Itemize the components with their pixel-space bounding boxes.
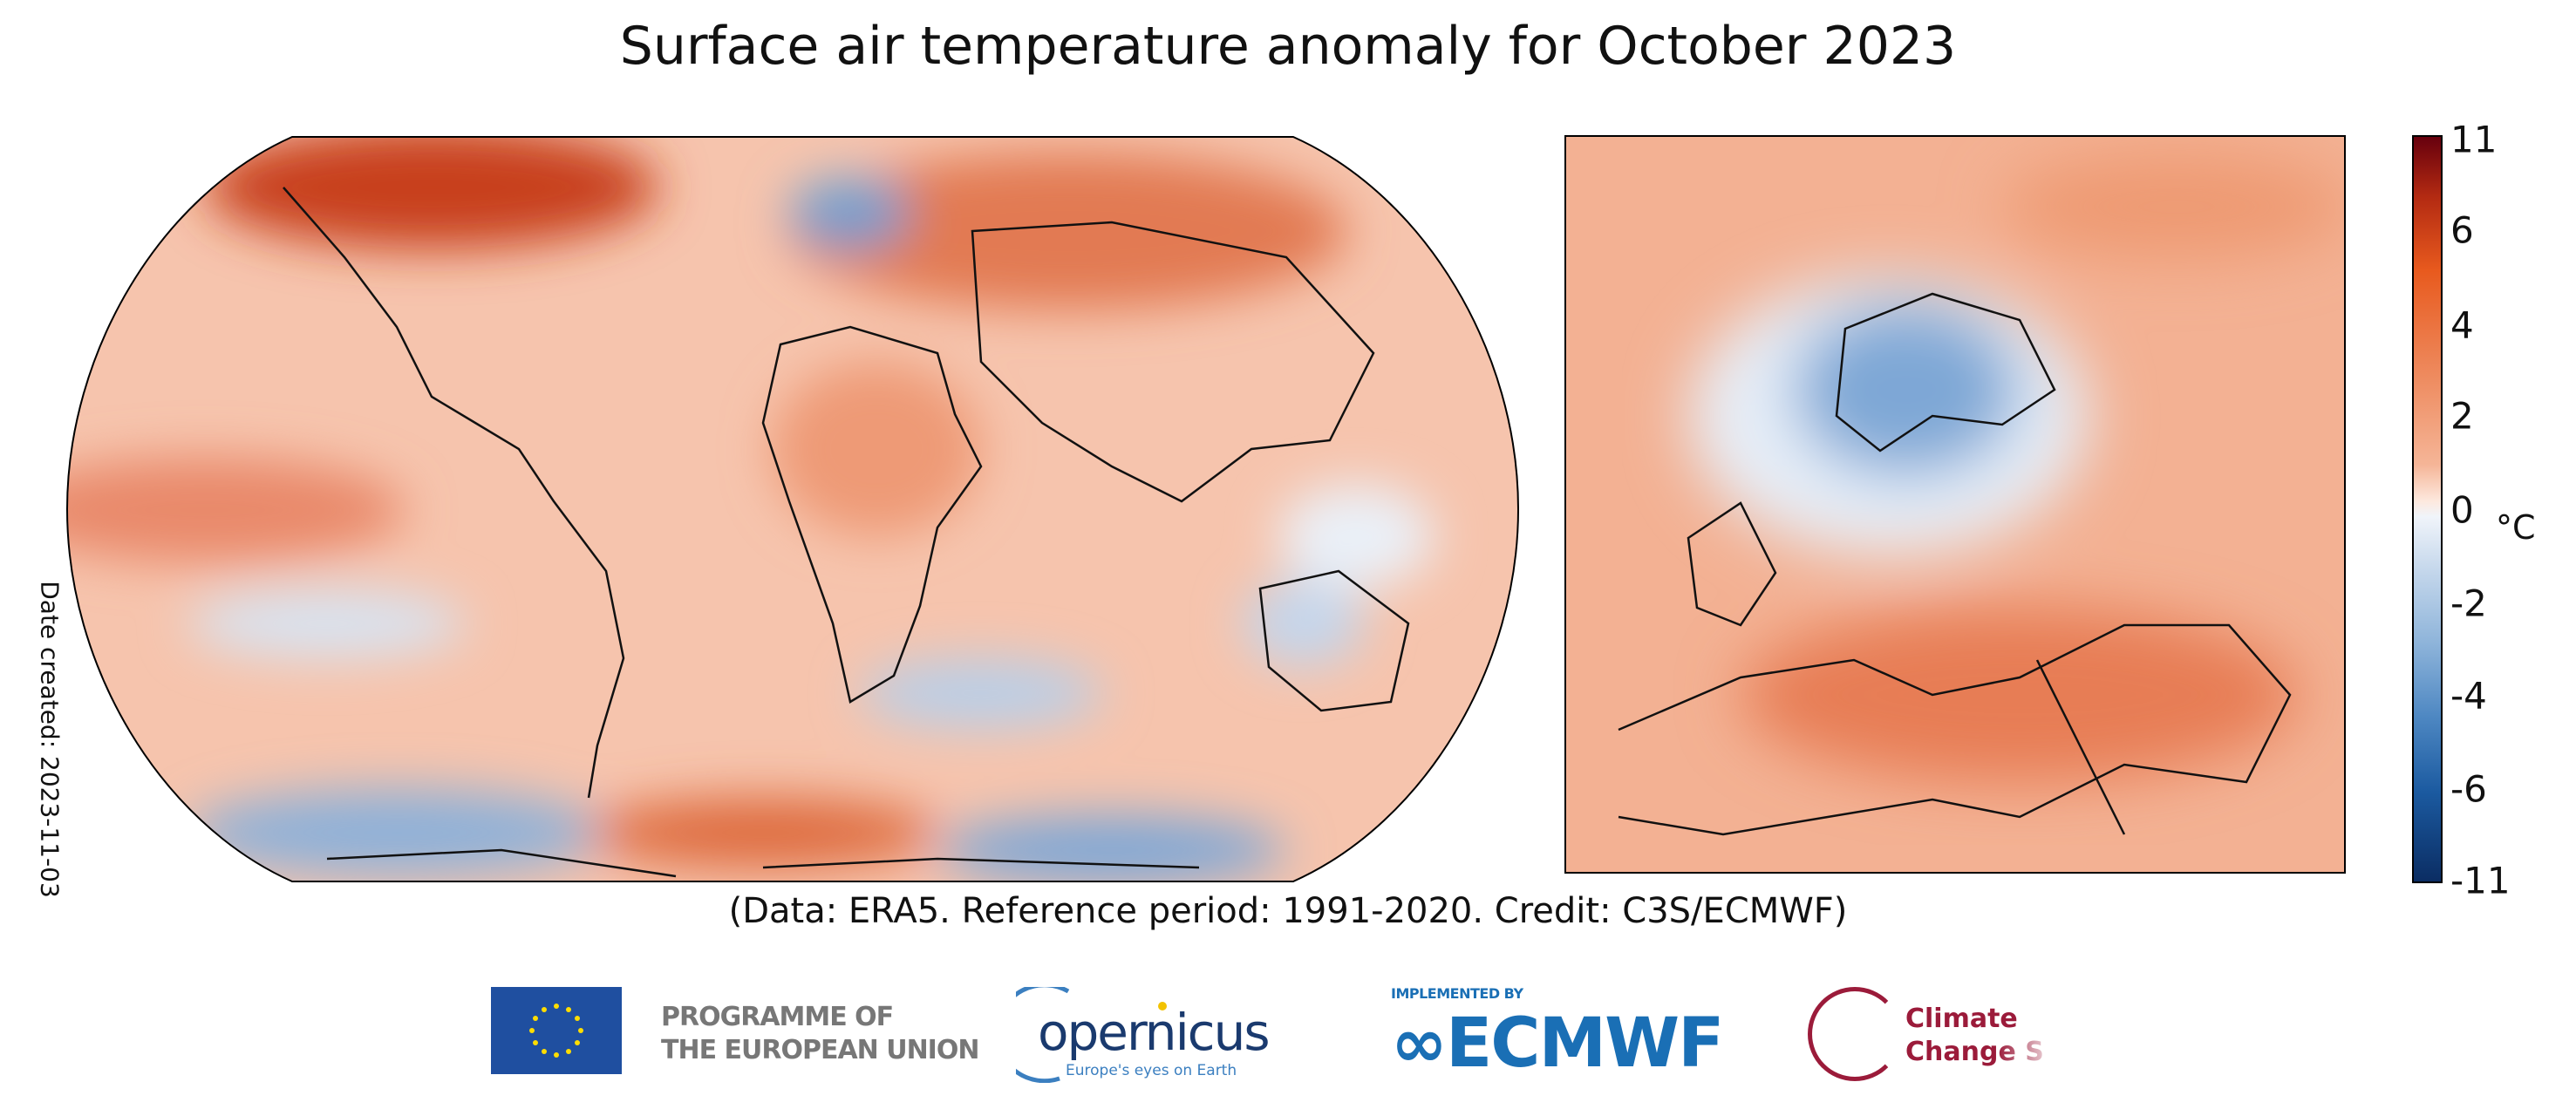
ecmwf-logo: ∞ECMWF xyxy=(1391,1004,1724,1083)
copernicus-tagline: Europe's eyes on Earth xyxy=(1066,1062,1237,1079)
world-map xyxy=(65,136,1520,882)
colorbar-tick: -2 xyxy=(2450,582,2487,625)
c3s-logo-icon xyxy=(1808,987,1902,1081)
europe-map xyxy=(1564,135,2346,874)
logo-fade xyxy=(1997,1029,2102,1064)
eu-text-line1: PROGRAMME OF xyxy=(661,1002,894,1032)
colorbar-unit: °C xyxy=(2496,508,2536,547)
colorbar-tick: 11 xyxy=(2450,118,2498,161)
colorbar-tick: 4 xyxy=(2450,303,2474,347)
colorbar-tick: 6 xyxy=(2450,208,2474,252)
credit-text: (Data: ERA5. Reference period: 1991-2020… xyxy=(728,891,1848,931)
date-created: Date created: 2023-11-03 xyxy=(35,581,65,898)
colorbar-tick: -11 xyxy=(2450,859,2511,902)
colorbar-tick: -4 xyxy=(2450,674,2487,718)
c3s-logo-text: Climate Change S xyxy=(1905,1003,2044,1069)
page-title: Surface air temperature anomaly for Octo… xyxy=(619,16,1957,77)
colorbar xyxy=(2412,135,2443,883)
colorbar-tick: 2 xyxy=(2450,394,2474,438)
eu-flag-logo xyxy=(491,987,622,1074)
eu-text-line2: THE EUROPEAN UNION xyxy=(661,1035,979,1065)
implemented-by-label: IMPLEMENTED BY xyxy=(1391,985,1523,1002)
copernicus-logo xyxy=(1016,987,1167,1083)
colorbar-tick: 0 xyxy=(2450,488,2474,532)
ecmwf-symbol-icon: ∞ xyxy=(1391,1004,1448,1083)
ecmwf-wordmark: ECMWF xyxy=(1445,1004,1724,1083)
eu-programme-logo-text: PROGRAMME OF THE EUROPEAN UNION xyxy=(661,1001,979,1067)
copernicus-wordmark: opernicus xyxy=(1038,1003,1271,1062)
colorbar-tick: -6 xyxy=(2450,767,2487,811)
